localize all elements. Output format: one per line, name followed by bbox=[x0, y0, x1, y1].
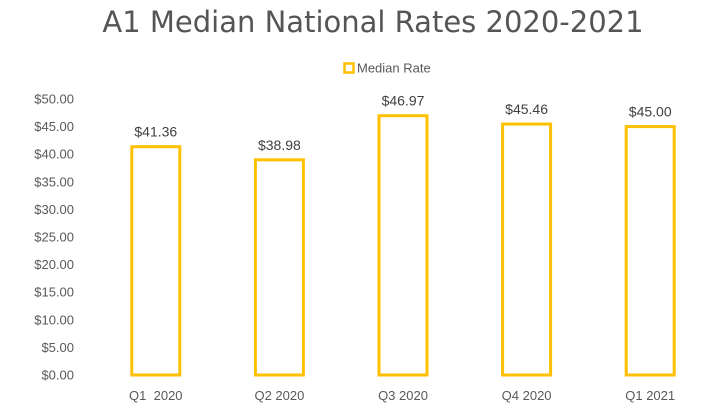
y-tick-label: $45.00 bbox=[34, 119, 74, 134]
y-tick-label: $50.00 bbox=[34, 92, 74, 107]
bar-data-label: $38.98 bbox=[258, 137, 301, 153]
bar-data-label: $41.36 bbox=[134, 124, 177, 140]
x-axis: Q1 2020 Q2 2020 Q3 2020 Q4 2020 Q1 2021 bbox=[129, 388, 675, 403]
y-tick-label: $20.00 bbox=[34, 257, 74, 272]
legend-label: Median Rate bbox=[357, 61, 431, 76]
bar-data-label: $45.46 bbox=[505, 101, 548, 117]
data-labels: $41.36 $38.98 $46.97 $45.46 $45.00 bbox=[134, 93, 671, 153]
y-tick-label: $35.00 bbox=[34, 174, 74, 189]
y-tick-label: $5.00 bbox=[41, 340, 74, 355]
y-tick-label: $40.00 bbox=[34, 147, 74, 162]
bar bbox=[253, 158, 305, 377]
bar-data-label: $46.97 bbox=[382, 93, 425, 109]
x-tick-label: Q1 2020 bbox=[129, 388, 183, 403]
x-tick-label: Q1 2021 bbox=[625, 388, 675, 403]
bar bbox=[377, 114, 429, 377]
bars bbox=[130, 114, 676, 377]
bar bbox=[501, 122, 553, 377]
chart-title: A1 Median National Rates 2020-2021 bbox=[102, 5, 643, 39]
y-tick-label: $25.00 bbox=[34, 230, 74, 245]
y-axis: $0.00 $5.00 $10.00 $15.00 $20.00 $25.00 $30.00… bbox=[34, 92, 74, 383]
x-tick-label: Q4 2020 bbox=[502, 388, 552, 403]
x-tick-label: Q3 2020 bbox=[378, 388, 428, 403]
x-tick-label: Q2 2020 bbox=[254, 388, 304, 403]
legend: Median Rate bbox=[343, 61, 431, 76]
y-tick-label: $0.00 bbox=[41, 368, 74, 383]
bar-data-label: $45.00 bbox=[629, 104, 672, 120]
y-tick-label: $15.00 bbox=[34, 285, 74, 300]
legend-swatch bbox=[343, 62, 355, 74]
bar bbox=[624, 125, 676, 377]
y-tick-label: $10.00 bbox=[34, 312, 74, 327]
bar bbox=[130, 145, 182, 377]
y-tick-label: $30.00 bbox=[34, 202, 74, 217]
